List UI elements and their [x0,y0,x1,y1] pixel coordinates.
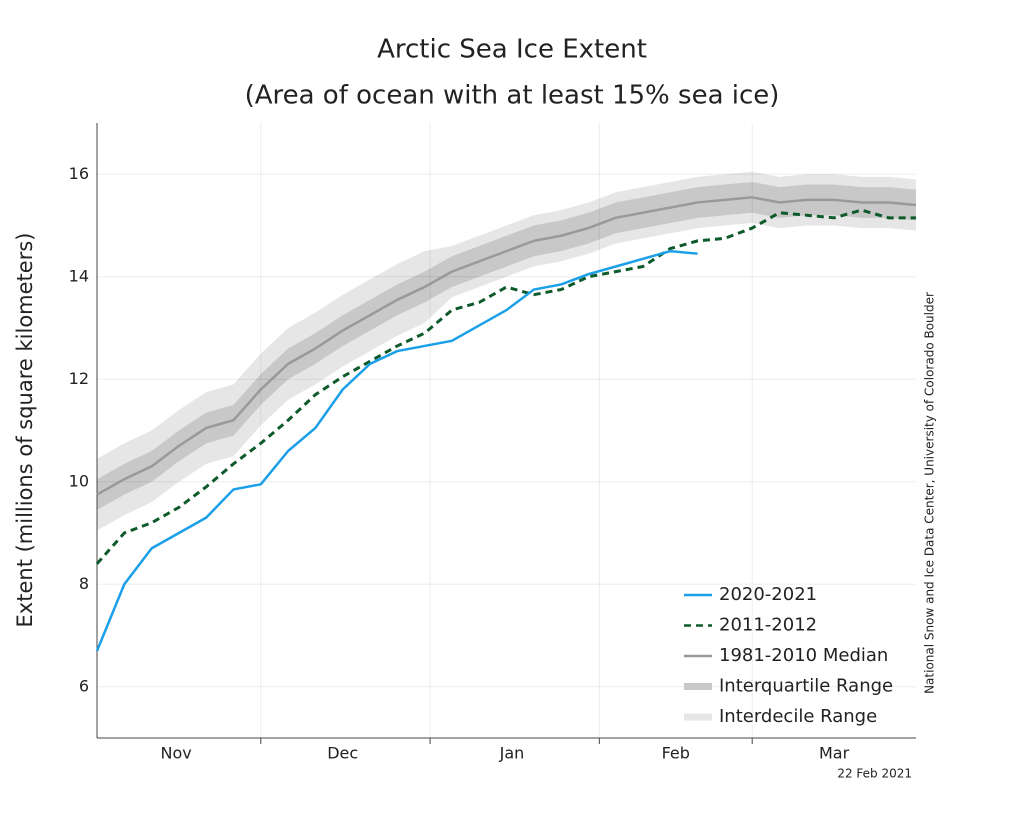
legend-label: Interquartile Range [719,676,893,697]
y-axis-label: Extent (millions of square kilometers) [13,233,37,628]
x-tick-label: Nov [161,744,192,763]
legend-label: 2011-2012 [719,615,817,636]
x-tick-label: Dec [327,744,358,763]
y-tick-label: 14 [69,266,89,285]
source: National Snow and Ice Data Center, Unive… [923,292,937,694]
legend-label: 1981-2010 Median [719,645,888,666]
y-tick-label: 16 [69,164,89,183]
x-tick-label: Feb [662,744,690,763]
series-line [95,208,916,565]
chart-title: (Area of ocean with at least 15% sea ice… [245,81,780,111]
y-tick-label: 8 [79,574,89,593]
range-band [97,171,916,531]
y-tick-label: 6 [79,676,89,695]
chart-title: Arctic Sea Ice Extent [377,35,647,65]
y-tick-label: 12 [69,369,89,388]
y-tick-label: 10 [69,471,89,490]
legend-label: Interdecile Range [719,706,877,727]
range-band [97,181,916,510]
series-line [95,249,698,652]
legend-label: 2020-2021 [719,584,817,605]
date: 22 Feb 2021 [837,767,912,781]
x-tick-label: Jan [499,744,525,763]
x-tick-label: Mar [819,744,850,763]
series-line [96,196,917,496]
